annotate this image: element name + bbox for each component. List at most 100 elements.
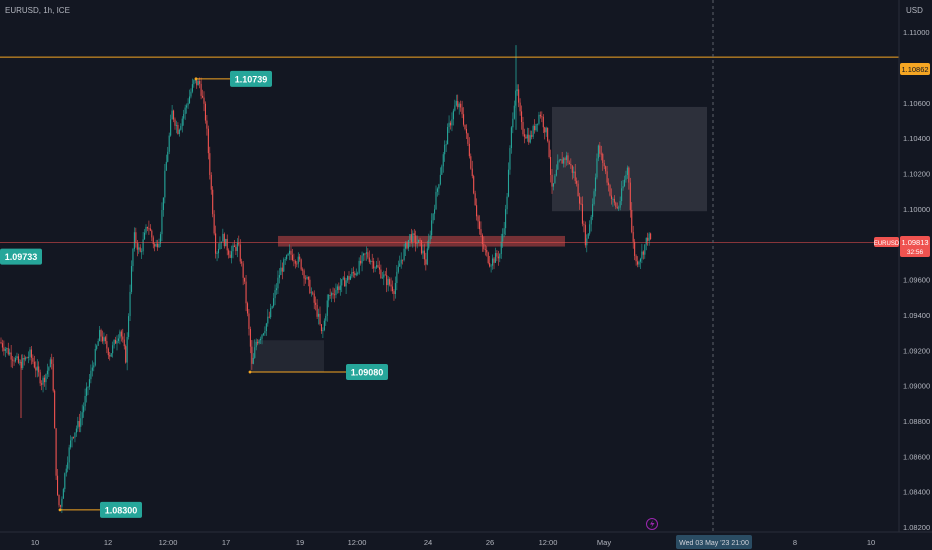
x-tick-label: 12:00 xyxy=(159,538,178,547)
candle-body xyxy=(393,291,395,295)
candle-body xyxy=(167,151,169,162)
candle-body xyxy=(557,161,559,170)
candle-body xyxy=(519,102,521,112)
candle-body xyxy=(328,295,330,301)
candle-body xyxy=(532,125,534,137)
candle-body xyxy=(564,158,566,160)
candle-body xyxy=(449,122,452,126)
candle-body xyxy=(413,233,415,236)
candle-body xyxy=(644,244,646,255)
candle-body xyxy=(252,357,254,364)
candle-body xyxy=(149,228,151,231)
candle-body xyxy=(125,346,127,363)
candle-body xyxy=(592,204,594,217)
candle-body xyxy=(264,331,266,334)
candle-body xyxy=(103,337,105,342)
y-tick-label: 1.10000 xyxy=(903,205,930,214)
candle-body xyxy=(331,293,333,296)
annotation-dot xyxy=(58,508,62,512)
candle-body xyxy=(19,361,21,363)
candle-body xyxy=(402,259,404,261)
candle-body xyxy=(338,286,340,290)
candle-body xyxy=(645,237,647,245)
candle-body xyxy=(9,352,11,355)
candle-body xyxy=(426,248,428,265)
annotation-label: 1.09080 xyxy=(351,368,384,378)
candle-body xyxy=(223,233,225,247)
candle-body xyxy=(416,243,418,244)
price-axis[interactable]: 1.110001.108001.106001.104001.102001.100… xyxy=(903,28,930,532)
candle-body xyxy=(115,339,117,344)
candle-body xyxy=(365,252,367,254)
candle-body xyxy=(235,246,237,252)
candle-body xyxy=(322,330,324,332)
candle-body xyxy=(538,114,540,124)
candle-body xyxy=(229,254,231,258)
candle-body xyxy=(191,84,193,92)
candle-body xyxy=(294,260,296,264)
candle-body xyxy=(468,143,470,157)
candle-body xyxy=(97,341,99,346)
candle-body xyxy=(560,159,562,161)
candle-body xyxy=(460,103,462,108)
annotation-box xyxy=(0,248,42,265)
candle-body xyxy=(25,357,27,360)
candle-body xyxy=(57,475,59,495)
currency-label: USD xyxy=(906,6,923,15)
candle-body xyxy=(352,272,354,274)
candle-body xyxy=(86,387,88,396)
candle-body xyxy=(90,370,92,380)
candle-body xyxy=(528,134,530,143)
candle-body xyxy=(177,124,179,134)
candle-body xyxy=(22,357,24,369)
x-tick-label: 12:00 xyxy=(348,538,367,547)
candle-body xyxy=(277,277,279,289)
candle-body xyxy=(387,279,389,286)
candle-body xyxy=(65,468,67,474)
candle-body xyxy=(523,134,525,137)
candle-body xyxy=(26,357,28,359)
candle-body xyxy=(284,259,286,260)
candle-body xyxy=(251,346,253,364)
candle-body xyxy=(41,383,43,385)
candle-body xyxy=(319,313,321,325)
candle-body xyxy=(87,386,89,388)
candle-body xyxy=(463,114,465,125)
candle-body xyxy=(242,263,244,278)
candle-body xyxy=(261,334,263,339)
candle-body xyxy=(318,313,320,317)
candle-body xyxy=(439,174,441,185)
y-tick-label: 1.08400 xyxy=(903,488,930,497)
annotation-box xyxy=(230,70,272,87)
candle-body xyxy=(373,261,375,269)
candle-body xyxy=(497,256,499,259)
candle-body xyxy=(473,176,475,194)
candle-body xyxy=(171,110,173,120)
y-tick-label: 1.09600 xyxy=(903,276,930,285)
candle-body xyxy=(521,111,523,122)
candle-body xyxy=(296,263,298,265)
candle-body xyxy=(257,342,259,344)
candle-body xyxy=(326,300,328,316)
x-tick-label: 8 xyxy=(793,538,797,547)
candle-body xyxy=(313,293,315,303)
candle-body xyxy=(637,261,639,265)
candle-body xyxy=(194,79,196,81)
candle-body xyxy=(371,261,373,262)
candle-body xyxy=(409,234,411,240)
crosshair-date-label: Wed 03 May '23 21:00 xyxy=(679,540,749,547)
time-axis[interactable]: 10 12 12:00 17 19 12:00 24 26 12:00 May 8 10 xyxy=(31,538,875,547)
candle-body xyxy=(351,272,353,277)
candle-body xyxy=(442,154,444,167)
candle-body xyxy=(381,277,383,279)
candle-body xyxy=(576,180,578,184)
candle-body xyxy=(161,210,163,235)
candle-body xyxy=(215,233,217,254)
candle-body xyxy=(406,242,408,249)
candle-body xyxy=(199,81,201,84)
candle-body xyxy=(196,79,198,86)
candle-body xyxy=(309,279,311,294)
lightning-icon[interactable] xyxy=(646,518,658,530)
annotation-label: 1.09733 xyxy=(5,252,38,262)
